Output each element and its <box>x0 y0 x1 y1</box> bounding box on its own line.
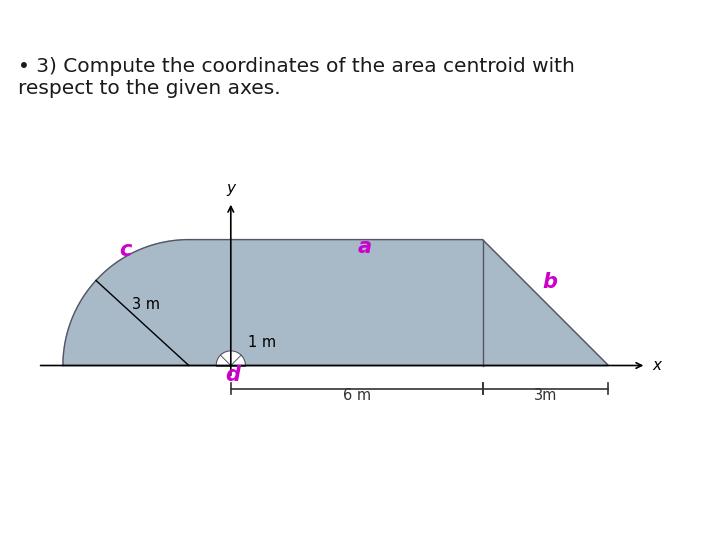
Polygon shape <box>63 240 608 365</box>
Text: • 3) Compute the coordinates of the area centroid with
respect to the given axes: • 3) Compute the coordinates of the area… <box>18 57 575 98</box>
Text: c: c <box>120 240 132 260</box>
Text: x: x <box>652 358 662 373</box>
Text: y: y <box>226 180 235 196</box>
Text: 3m: 3m <box>534 388 557 403</box>
Text: 1 m: 1 m <box>248 334 276 350</box>
Text: d: d <box>225 365 240 385</box>
Text: a: a <box>358 237 372 257</box>
Text: b: b <box>542 272 557 292</box>
Text: 3 m: 3 m <box>132 297 160 312</box>
Polygon shape <box>216 351 246 365</box>
Text: 6 m: 6 m <box>343 388 371 403</box>
